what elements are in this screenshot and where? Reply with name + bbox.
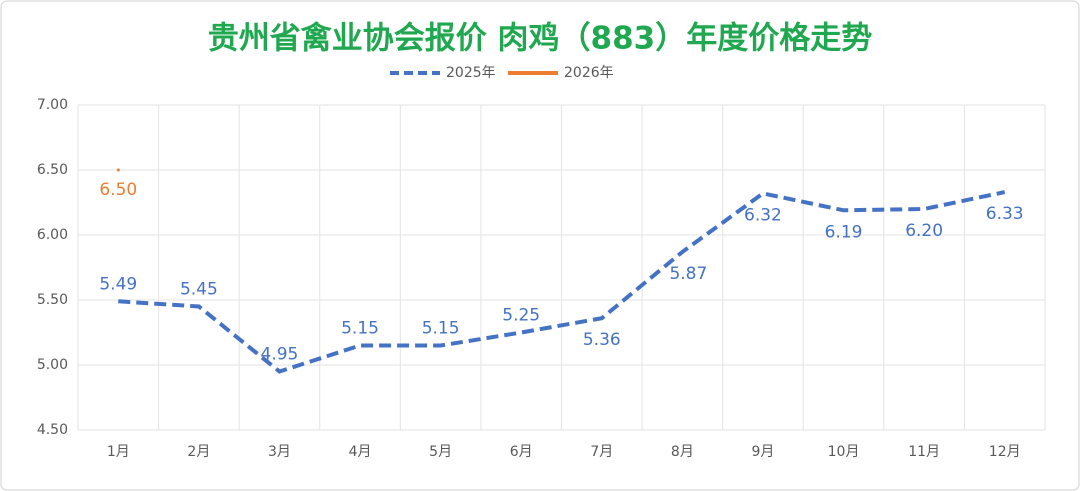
chart-title: 贵州省禽业协会报价 肉鸡（883）年度价格走势 [208,21,873,57]
x-tick-label: 6月 [510,444,533,460]
data-label: 5.25 [502,306,540,326]
x-tick-label: 10月 [828,444,860,460]
data-label: 6.20 [905,221,943,241]
data-label: 5.15 [422,319,460,339]
x-tick-label: 5月 [429,444,452,460]
x-tick-label: 12月 [989,444,1021,460]
series-line [118,190,1006,374]
y-tick-label: 6.50 [37,162,68,178]
x-tick-label: 4月 [349,444,372,460]
series-point [116,168,120,172]
y-tick-label: 5.00 [37,357,68,373]
x-tick-label: 7月 [590,444,613,460]
data-label: 5.49 [99,274,137,294]
x-tick-label: 8月 [671,444,694,460]
x-tick-label: 11月 [908,444,940,460]
legend-label: 2026年 [564,65,614,81]
x-tick-label: 2月 [187,444,210,460]
data-label: 6.19 [825,222,863,242]
y-tick-label: 6.00 [37,227,68,243]
x-tick-label: 9月 [751,444,774,460]
legend-label: 2025年 [446,65,496,81]
y-tick-label: 7.00 [37,97,68,113]
y-tick-label: 5.50 [37,292,68,308]
data-label: 6.50 [99,180,137,200]
data-label: 5.15 [341,319,379,339]
data-label: 6.32 [744,205,782,225]
data-label: 6.33 [986,204,1024,224]
x-tick-label: 3月 [268,444,291,460]
y-tick-label: 4.50 [37,422,68,438]
x-tick-label: 1月 [107,444,130,460]
data-label: 5.87 [669,264,707,284]
data-label: 5.36 [583,330,621,350]
data-label: 4.95 [261,345,299,365]
data-label: 5.45 [180,280,218,300]
